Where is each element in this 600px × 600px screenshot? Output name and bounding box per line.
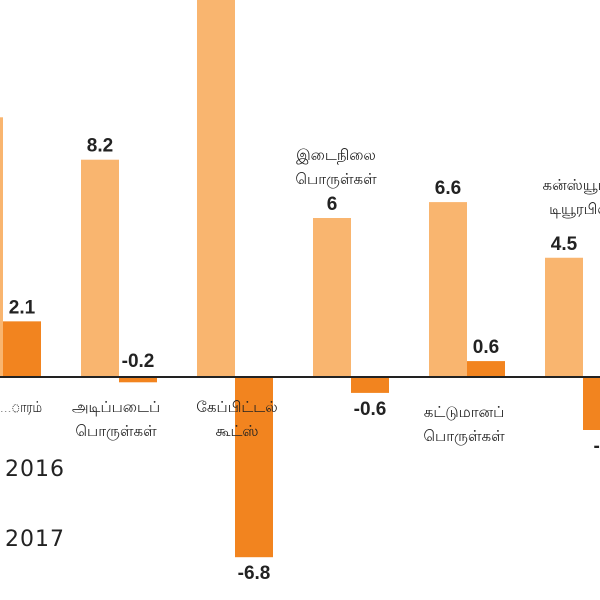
bar-2017-3 (351, 377, 389, 393)
category-label-3: இடைநிலை (296, 146, 376, 164)
category-label-2: கூட்ஸ் (215, 422, 258, 440)
data-label-2017-2: -6.8 (238, 563, 271, 584)
bar-2017-1 (119, 377, 157, 383)
category-label-5: டியூரபிள் (549, 200, 600, 218)
bar-2017-5 (583, 377, 600, 430)
category-label-4: பொருள்கள் (423, 427, 505, 445)
data-label-2016-5: 4.5 (551, 234, 578, 255)
data-label-2017-3: -0.6 (354, 399, 387, 420)
category-label-4: கட்டுமானப் (424, 403, 505, 421)
data-label-2016-1: 8.2 (87, 136, 113, 157)
bar-2016-0 (0, 117, 3, 378)
category-label-0: …ாரம் (0, 398, 42, 416)
bar-2016-3 (313, 218, 351, 377)
data-label-2017-0: 2.1 (9, 297, 36, 318)
category-label-2: கேப்பிட்டல் (196, 398, 277, 416)
data-label-2017-4: 0.6 (473, 337, 499, 358)
category-label-3: பொருள்கள் (295, 170, 377, 188)
data-label-2016-3: 6 (327, 194, 338, 215)
category-label-1: அடிப்படைப் (72, 398, 160, 416)
bar-2016-1 (81, 159, 119, 377)
bar-2017-0 (3, 321, 41, 377)
data-label-2017-5: -2 (594, 436, 600, 457)
data-label-2016-4: 6.6 (435, 178, 461, 199)
category-label-1: பொருள்கள் (75, 422, 157, 440)
data-label-2017-1: -0.2 (122, 351, 155, 372)
bar-2016-4 (429, 202, 467, 377)
bar-2016-2 (197, 0, 235, 378)
category-label-5: கன்ஸ்யூமர் (542, 176, 600, 194)
bar-2017-2 (235, 377, 273, 558)
legend-2016: 2016 (5, 457, 65, 482)
bar-2017-4 (467, 361, 505, 377)
bar-2016-5 (545, 257, 583, 377)
legend-2017: 2017 (5, 527, 65, 552)
